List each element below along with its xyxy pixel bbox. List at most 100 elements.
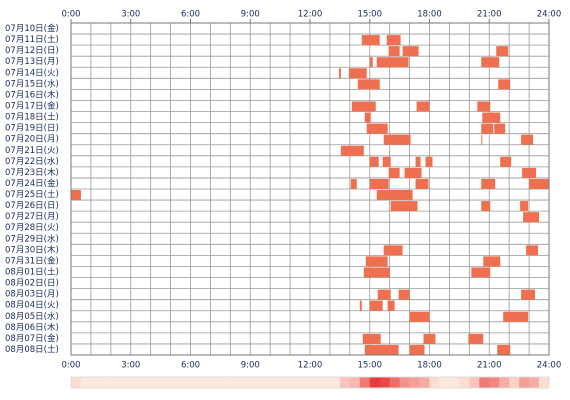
activity-bar [386,35,401,46]
heatmap-cell [379,377,390,388]
row-label: 07月28日(火) [5,223,59,233]
heatmap-cell [180,377,191,388]
activity-bar [523,212,540,223]
heatmap-cell [240,377,251,388]
activity-bar [71,190,81,201]
activity-bar [416,101,430,112]
activity-bar [359,300,362,311]
heatmap-cell [130,377,142,388]
activity-bar [496,46,509,57]
activity-bar [357,79,380,90]
row-label: 07月16日(木) [5,89,59,100]
activity-bar [366,123,388,134]
activity-bar [471,267,491,278]
row-label: 08月07日(金) [5,333,59,344]
activity-bar [388,167,400,178]
activity-bar [481,123,494,134]
heatmap-cell [529,377,540,388]
activity-bar [365,256,388,267]
activity-bar [376,190,413,201]
heatmap-cell [71,377,82,388]
activity-bar [351,101,376,112]
x-tick-label-bottom: 9:00 [241,361,260,371]
activity-bar [369,57,373,68]
row-label: 08月02日(日) [5,279,59,289]
activity-bar [494,123,506,134]
x-tick-label: 3:00 [121,10,140,20]
heatmap-cell [519,377,530,388]
activity-bar [468,333,484,344]
heatmap-cell [359,377,371,388]
activity-bar [482,112,501,123]
row-label: 07月25日(土) [5,189,59,200]
activity-bar [415,156,421,167]
heatmap-cell [509,377,520,388]
activity-bar [364,344,399,355]
activity-bar [377,289,391,300]
activity-bar [348,68,367,79]
row-label: 07月12日(日) [5,46,59,56]
heatmap-cell [210,377,221,388]
row-label: 07月27日(月) [5,212,59,222]
activity-bar [529,178,549,189]
x-tick-label: 24:00 [537,10,562,20]
row-label: 07月21日(火) [5,146,59,156]
activity-bar [361,35,380,46]
heatmap-cell [399,377,410,388]
heatmap-cell [439,377,450,388]
activity-bar [481,134,483,145]
heatmap-cell [200,377,211,388]
activity-bar [481,178,496,189]
x-tick-label-bottom: 0:00 [61,361,80,371]
heatmap-cell [449,377,460,388]
activity-bar [481,201,491,212]
activity-bar [500,156,512,167]
activity-bar [409,311,430,322]
x-tick-label-bottom: 3:00 [121,361,140,371]
x-tick-label: 21:00 [477,10,502,20]
x-tick-label: 9:00 [241,10,260,20]
activity-bar [398,289,410,300]
activity-bar [350,178,357,189]
row-label: 07月19日(日) [5,124,59,134]
activity-bar [409,344,425,355]
activity-bar [497,344,511,355]
heatmap-cell [369,377,381,388]
activity-bar [383,245,403,256]
activity-bar [498,79,511,90]
row-label: 07月26日(日) [5,201,59,211]
row-label: 07月15日(水) [5,78,59,89]
x-tick-label-bottom: 24:00 [537,361,562,371]
activity-bar [338,68,341,79]
heatmap-cell [170,377,181,388]
heatmap-cell [489,377,500,388]
heatmap-cell [499,377,510,388]
heatmap-cell [469,377,480,388]
heatmap-cell [190,377,201,388]
heatmap-cell [539,377,550,388]
heatmap-border [70,376,550,389]
heatmap-cell [120,377,132,388]
x-tick-label-bottom: 15:00 [358,361,383,371]
row-label: 07月22日(水) [5,156,59,167]
activity-bar [383,134,411,145]
heatmap-cell [90,377,102,388]
activity-bar [388,46,400,57]
row-label: 08月01日(土) [5,267,59,278]
heatmap-cell [389,377,400,388]
heatmap-cell [319,377,331,388]
heatmap-cell [80,377,92,388]
row-label: 07月10日(金) [5,23,59,34]
x-tick-label: 0:00 [61,10,80,20]
activity-bar [526,245,539,256]
activity-bar [382,156,391,167]
heatmap-cell [339,377,351,388]
activity-bar [369,156,379,167]
activity-bar [369,178,389,189]
row-label: 07月11日(土) [5,34,59,45]
row-label: 08月06日(木) [5,322,59,333]
row-label: 07月18日(土) [5,112,59,123]
x-tick-label-bottom: 21:00 [477,361,502,371]
activity-bar [340,145,364,156]
heatmap-cell [250,377,261,388]
